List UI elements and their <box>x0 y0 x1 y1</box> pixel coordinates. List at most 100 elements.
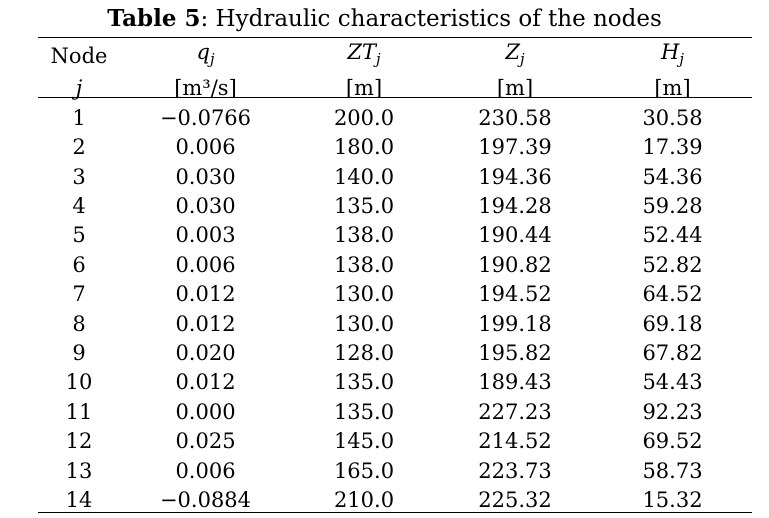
cell-q: 0.025 <box>175 429 236 454</box>
cell-h: 69.52 <box>642 429 703 454</box>
cell-node: 11 <box>65 399 93 424</box>
cell-zt: 200.0 <box>333 105 395 130</box>
cell-q: 0.012 <box>175 311 236 336</box>
cell-h: 52.82 <box>642 252 703 277</box>
table-row: 11 0.000 135.0 227.23 92.23 <box>38 398 752 427</box>
cell-zt: 130.0 <box>333 311 395 336</box>
header-unit-z: [m] <box>496 76 534 101</box>
cell-z: 223.73 <box>478 458 552 483</box>
table-row: 12 0.025 145.0 214.52 69.52 <box>38 427 752 456</box>
cell-node: 9 <box>72 341 86 365</box>
cell-q: 0.006 <box>175 458 236 483</box>
cell-h: 59.28 <box>642 194 703 219</box>
cell-zt: 210.0 <box>333 487 395 512</box>
cell-zt: 138.0 <box>333 223 395 248</box>
cell-h: 30.58 <box>642 105 703 130</box>
cell-z: 194.28 <box>478 194 552 219</box>
header-node: Node <box>50 43 108 68</box>
cell-zt: 135.0 <box>333 370 395 395</box>
cell-node: 13 <box>65 458 93 483</box>
node-characteristics-table: Node qj ZTj Zj Hj j [m³/s] [m] [m] [m] 1… <box>38 38 752 515</box>
cell-zt: 165.0 <box>333 458 395 483</box>
header-h: Hj <box>661 40 684 69</box>
table-row: 4 0.030 135.0 194.28 59.28 <box>38 192 752 221</box>
cell-h: 17.39 <box>642 135 703 160</box>
cell-node: 2 <box>72 135 86 160</box>
cell-node: 3 <box>72 164 86 189</box>
caption-label: Table 5 <box>107 5 201 32</box>
cell-h: 69.18 <box>642 311 703 336</box>
cell-h: 54.36 <box>642 164 703 189</box>
cell-zt: 180.0 <box>333 135 395 160</box>
table-row: 1 −0.0766 200.0 230.58 30.58 <box>38 104 752 133</box>
cell-h: 67.82 <box>642 341 703 365</box>
header-rule <box>38 97 752 98</box>
table-row: 5 0.003 138.0 190.44 52.44 <box>38 221 752 250</box>
cell-q: 0.030 <box>175 194 236 219</box>
cell-h: 54.43 <box>642 370 703 395</box>
cell-zt: 135.0 <box>333 399 395 424</box>
cell-node: 5 <box>72 223 86 248</box>
cell-h: 64.52 <box>642 282 703 307</box>
cell-z: 225.32 <box>478 487 552 512</box>
cell-z: 214.52 <box>478 429 552 454</box>
table-row: 9 0.020 128.0 195.82 67.82 <box>38 339 752 368</box>
table-row: 3 0.030 140.0 194.36 54.36 <box>38 162 752 191</box>
cell-h: 15.32 <box>642 487 703 512</box>
cell-zt: 135.0 <box>333 194 395 219</box>
cell-node: 14 <box>65 487 93 512</box>
cell-node: 7 <box>72 282 86 307</box>
cell-z: 227.23 <box>478 399 552 424</box>
cell-zt: 140.0 <box>333 164 395 189</box>
header-zt: ZTj <box>347 40 381 69</box>
header-names-row: Node qj ZTj Zj Hj <box>38 38 752 74</box>
header-q: qj <box>196 40 215 69</box>
table-row: 14 −0.0884 210.0 225.32 15.32 <box>38 486 752 515</box>
header-z: Zj <box>505 40 525 69</box>
header-unit-zt: [m] <box>345 76 383 101</box>
cell-q: 0.000 <box>175 399 236 424</box>
cell-node: 1 <box>72 105 86 130</box>
top-rule <box>38 37 752 38</box>
cell-z: 195.82 <box>478 341 552 365</box>
cell-z: 190.44 <box>478 223 552 248</box>
cell-z: 199.18 <box>478 311 552 336</box>
cell-q: 0.012 <box>175 370 236 395</box>
header-unit-h: [m] <box>654 76 691 101</box>
table-header: Node qj ZTj Zj Hj j [m³/s] [m] [m] [m] <box>38 38 752 104</box>
cell-q: 0.020 <box>175 341 236 365</box>
header-unit-q: [m³/s] <box>174 76 237 101</box>
cell-node: 8 <box>72 311 86 336</box>
table-row: 2 0.006 180.0 197.39 17.39 <box>38 133 752 162</box>
caption-text: : Hydraulic characteristics of the nodes <box>200 6 662 32</box>
table-row: 8 0.012 130.0 199.18 69.18 <box>38 309 752 338</box>
cell-q: −0.0884 <box>159 487 252 512</box>
header-unit-node: j <box>75 76 83 101</box>
cell-z: 194.52 <box>478 282 552 307</box>
header-units-row: j [m³/s] [m] [m] [m] <box>38 74 752 104</box>
cell-zt: 145.0 <box>333 429 395 454</box>
cell-h: 52.44 <box>642 223 703 248</box>
cell-node: 10 <box>65 370 93 395</box>
table-row: 13 0.006 165.0 223.73 58.73 <box>38 456 752 485</box>
table-row: 6 0.006 138.0 190.82 52.82 <box>38 251 752 280</box>
cell-zt: 138.0 <box>333 252 395 277</box>
cell-node: 12 <box>65 429 93 454</box>
cell-z: 194.36 <box>478 164 552 189</box>
cell-z: 197.39 <box>478 135 552 160</box>
cell-h: 92.23 <box>642 399 703 424</box>
cell-q: 0.006 <box>175 135 236 160</box>
table-row: 10 0.012 135.0 189.43 54.43 <box>38 368 752 397</box>
cell-z: 230.58 <box>478 105 552 130</box>
table-row: 7 0.012 130.0 194.52 64.52 <box>38 280 752 309</box>
cell-zt: 130.0 <box>333 282 395 307</box>
cell-node: 4 <box>72 194 86 219</box>
cell-h: 58.73 <box>642 458 703 483</box>
cell-q: 0.012 <box>175 282 236 307</box>
cell-q: −0.0766 <box>159 105 252 130</box>
table-caption: Table 5: Hydraulic characteristics of th… <box>0 4 769 34</box>
bottom-rule <box>38 512 752 513</box>
cell-q: 0.006 <box>175 252 236 277</box>
cell-q: 0.003 <box>175 223 236 248</box>
